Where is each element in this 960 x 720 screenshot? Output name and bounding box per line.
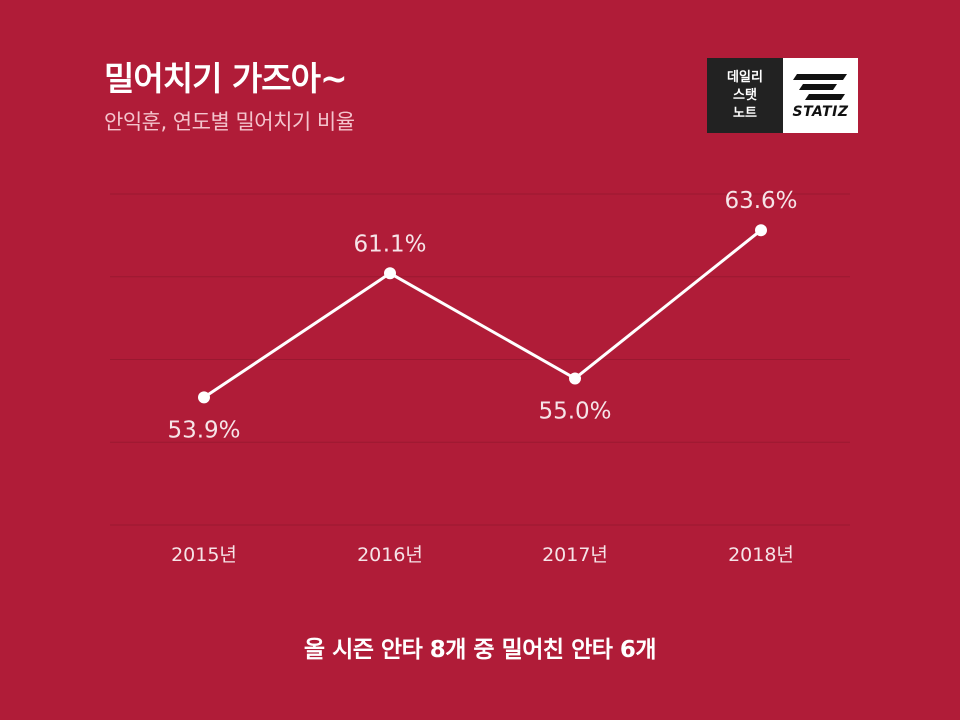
- x-tick-label: 2015년: [171, 544, 237, 566]
- chart-subtitle: 안익훈, 연도별 밀어치기 비율: [104, 110, 355, 134]
- x-tick-label: 2017년: [542, 544, 608, 566]
- x-tick-label: 2016년: [357, 544, 423, 566]
- data-point: [198, 391, 210, 404]
- daily-stat-note-badge: 데일리 스탯 노트: [707, 58, 783, 133]
- logo-line-1: 데일리: [727, 69, 763, 85]
- data-label: 53.9%: [167, 417, 240, 443]
- statiz-wordmark: STATIZ: [792, 103, 849, 120]
- data-point: [569, 372, 581, 385]
- series-line: [203, 229, 762, 399]
- statiz-logo: 데일리 스탯 노트 STATIZ: [707, 58, 858, 133]
- logo-line-2: 스탯: [733, 87, 757, 103]
- data-point: [755, 224, 767, 237]
- statiz-wordmark-box: STATIZ: [783, 58, 858, 133]
- x-tick-label: 2018년: [728, 544, 794, 566]
- chart-title: 밀어치기 가즈아~: [104, 59, 348, 98]
- data-label: 55.0%: [538, 398, 611, 424]
- data-point: [384, 267, 396, 280]
- chart-footnote: 올 시즌 안타 8개 중 밀어친 안타 6개: [303, 637, 657, 663]
- data-label: 63.6%: [724, 188, 797, 214]
- statiz-stripes-icon: [792, 73, 847, 100]
- data-label: 61.1%: [353, 231, 426, 257]
- logo-line-3: 노트: [733, 105, 757, 121]
